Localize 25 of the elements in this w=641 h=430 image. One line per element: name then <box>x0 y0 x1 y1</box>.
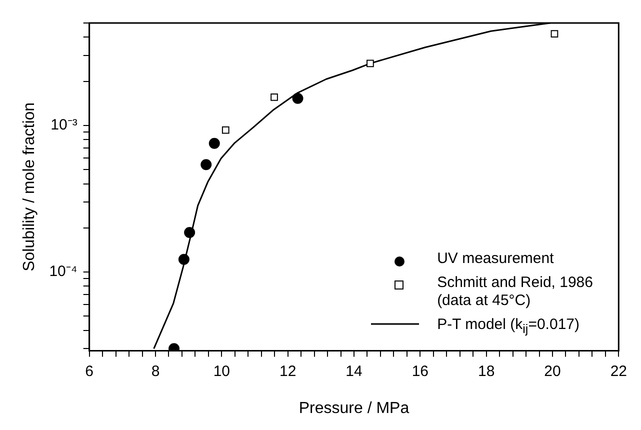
x-tick-label: 12 <box>279 362 296 380</box>
point <box>200 159 212 170</box>
point <box>366 60 374 68</box>
point <box>292 92 304 104</box>
legend-label: Schmitt and Reid, 1986 (data at 45°C) <box>437 274 593 310</box>
legend-label: P-T model (k$_{ij}$=0.017) <box>437 316 580 338</box>
point <box>184 227 196 238</box>
point <box>222 126 230 134</box>
x-axis-title: Pressure / MPa <box>298 400 410 417</box>
y-axis-title: Solubility / mole fraction <box>21 102 38 272</box>
x-tick-label: 22 <box>610 362 627 380</box>
x-tick-label: 8 <box>151 362 160 380</box>
point <box>208 138 220 149</box>
y-tick-label: 10⁻³ <box>50 116 78 134</box>
x-tick-label: 18 <box>478 362 495 380</box>
point <box>178 254 190 265</box>
x-tick-label: 20 <box>544 362 561 380</box>
y-tick-label: 10⁻⁴ <box>49 263 78 280</box>
legend-label: UV measurement <box>437 250 555 268</box>
point <box>550 30 558 38</box>
x-tick-label: 6 <box>85 362 94 380</box>
x-tick-label: 16 <box>412 362 429 380</box>
x-tick-label: 14 <box>346 362 362 380</box>
point <box>270 93 278 101</box>
x-tick-label: 10 <box>213 362 230 380</box>
